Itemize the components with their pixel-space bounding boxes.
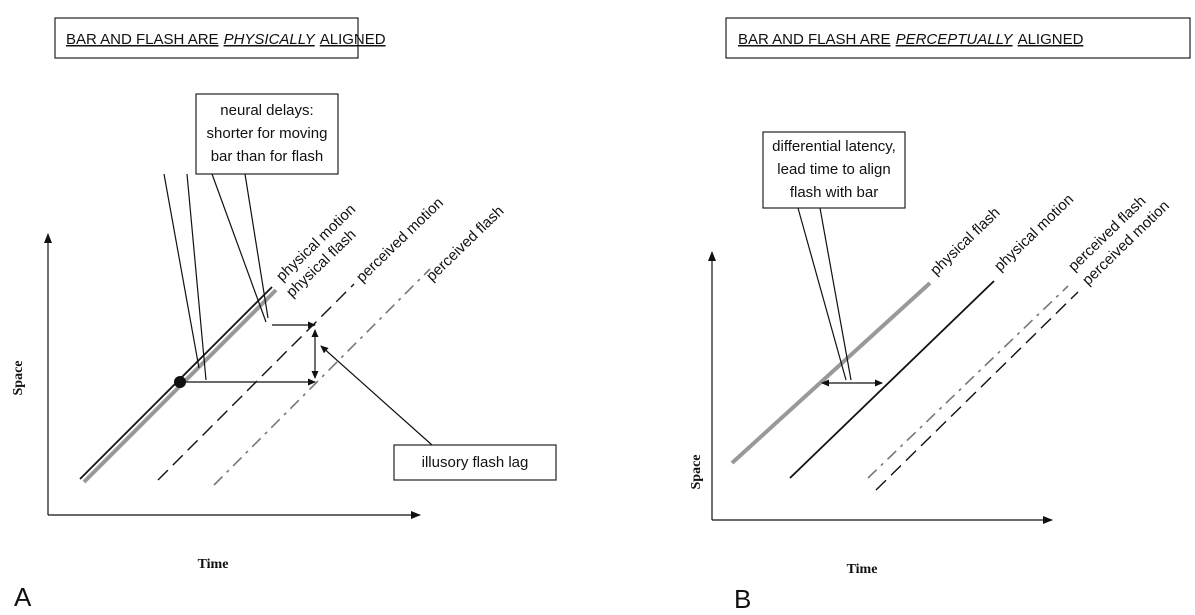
- physical-flash-line: [730, 281, 932, 465]
- x-axis-label: Time: [847, 562, 878, 577]
- title-prefix: BAR AND FLASH ARE: [66, 31, 219, 48]
- title-emphasis: PHYSICALLY: [224, 31, 316, 48]
- callout-text: illusory flash lag: [422, 454, 529, 471]
- callout-pointer: [163, 173, 200, 369]
- panel-b: BAR AND FLASH ARE PERCEPTUALLY ALIGNED Spa…: [689, 17, 1191, 614]
- callout-box: [393, 444, 557, 481]
- callout-pointer: [186, 173, 207, 381]
- callout-box: [762, 131, 906, 209]
- panel-title: BAR AND FLASH ARE PERCEPTUALLY ALIGNED: [738, 31, 1084, 48]
- callout-text: shorter for moving: [207, 125, 328, 142]
- panel-title: BAR AND FLASH ARE PHYSICALLY ALIGNED: [66, 31, 386, 48]
- callout-text: neural delays:: [220, 102, 313, 119]
- y-axis-label: Space: [11, 361, 26, 396]
- title-emphasis: PERCEPTUALLY: [896, 31, 1014, 48]
- x-axis-label: Time: [198, 557, 229, 572]
- title-box: [725, 17, 1191, 59]
- callout-pointer: [819, 207, 852, 381]
- title-box: [54, 17, 359, 59]
- panel-label: B: [734, 584, 751, 614]
- perceived-motion-line: [875, 291, 1079, 491]
- perceived-flash-line: [867, 285, 1069, 479]
- callout-text: flash with bar: [790, 184, 878, 201]
- panel-a: BAR AND FLASH ARE PHYSICALLY ALIGNED Space…: [11, 17, 557, 612]
- title-suffix: ALIGNED: [320, 31, 386, 48]
- callout-pointer: [244, 173, 269, 319]
- line-label: physical flash: [927, 204, 1004, 279]
- physical-motion-line: [789, 280, 995, 479]
- callout-pointer: [211, 173, 267, 323]
- callout-text: bar than for flash: [211, 148, 324, 165]
- perceived-flash-line: [213, 268, 431, 486]
- callout-text: lead time to align: [777, 161, 890, 178]
- panel-label: A: [14, 582, 32, 612]
- title-prefix: BAR AND FLASH ARE: [738, 31, 891, 48]
- callout-text: differential latency,: [772, 138, 896, 155]
- callout-pointer: [797, 207, 847, 381]
- callout-box: [195, 93, 339, 175]
- title-suffix: ALIGNED: [1018, 31, 1084, 48]
- callout-pointer: [320, 345, 433, 446]
- y-axis-label: Space: [689, 455, 704, 490]
- flash-dot: [174, 376, 186, 388]
